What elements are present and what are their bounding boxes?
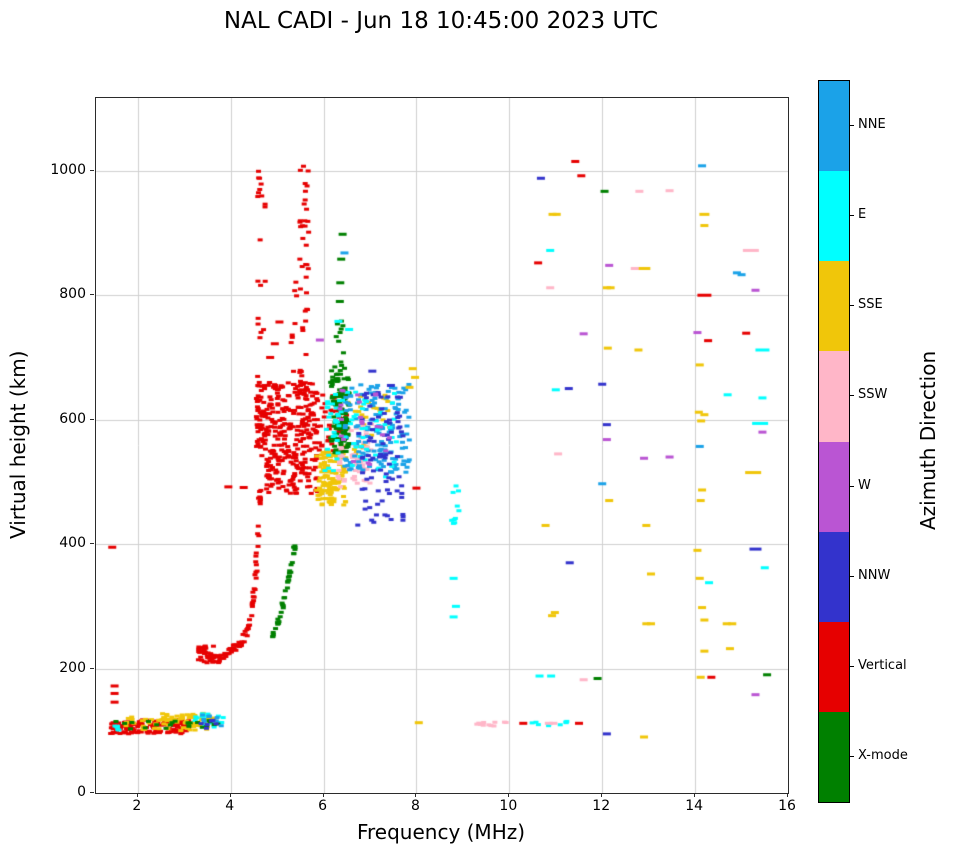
colorbar-label-e: E	[858, 207, 867, 223]
colorbar-label-w: W	[858, 477, 871, 493]
colorbar-segment-x-mode	[819, 711, 849, 802]
x-tick-mark	[508, 793, 510, 797]
colorbar-segment-vertical	[819, 621, 849, 712]
y-tick-label: 200	[59, 659, 86, 676]
x-tick-label: 8	[410, 798, 420, 814]
y-tick-label: 400	[59, 535, 86, 552]
x-tick-label: 2	[132, 798, 142, 814]
colorbar-segment-e	[819, 171, 849, 262]
x-tick-label: 6	[318, 798, 328, 814]
x-tick-label: 4	[225, 798, 235, 814]
x-tick-label: 10	[499, 798, 518, 814]
colorbar-tick	[850, 485, 854, 487]
colorbar-tick	[850, 575, 854, 577]
x-tick-label: 12	[592, 798, 611, 814]
colorbar-tick	[850, 395, 854, 397]
x-tick-mark	[787, 793, 788, 797]
y-tick-mark	[90, 543, 94, 545]
y-tick-label: 600	[59, 410, 86, 427]
colorbar-label-x-mode: X-mode	[858, 747, 908, 763]
y-tick-label: 1000	[50, 161, 86, 178]
colorbar-segment-nnw	[819, 531, 849, 622]
colorbar-label-nne: NNE	[858, 117, 886, 133]
colorbar-label-nnw: NNW	[858, 567, 891, 583]
x-tick-mark	[601, 793, 603, 797]
x-tick-mark	[322, 793, 324, 797]
colorbar-segment-sse	[819, 261, 849, 352]
y-axis-label: Virtual height (km)	[6, 350, 30, 539]
colorbar-segment-nne	[819, 81, 849, 172]
x-tick-label: 16	[778, 798, 796, 814]
colorbar-tick	[850, 215, 854, 217]
x-tick-mark	[229, 793, 231, 797]
colorbar-tick	[850, 665, 854, 667]
chart-title: NAL CADI - Jun 18 10:45:00 2023 UTC	[223, 8, 659, 34]
y-tick-label: 800	[59, 286, 86, 303]
colorbar	[818, 80, 850, 803]
colorbar-label-sse: SSE	[858, 297, 883, 313]
x-tick-mark	[694, 793, 696, 797]
y-tick-mark	[90, 418, 94, 420]
x-axis-label: Frequency (MHz)	[356, 820, 526, 844]
x-tick-mark	[136, 793, 138, 797]
colorbar-segment-ssw	[819, 351, 849, 442]
colorbar-label-ssw: SSW	[858, 387, 888, 403]
colorbar-tick	[850, 755, 854, 757]
colorbar-tick	[850, 125, 854, 127]
colorbar-segment-w	[819, 441, 849, 532]
y-tick-mark	[90, 294, 94, 296]
y-tick-mark	[90, 792, 94, 793]
colorbar-title: Azimuth Direction	[916, 350, 940, 531]
x-tick-label: 14	[685, 798, 704, 814]
y-tick-mark	[90, 667, 94, 669]
x-tick-mark	[415, 793, 417, 797]
colorbar-tick	[850, 305, 854, 307]
scatter-canvas	[96, 98, 788, 793]
y-tick-label: 0	[77, 784, 86, 800]
colorbar-label-vertical: Vertical	[858, 657, 907, 673]
plot-area	[95, 97, 789, 794]
y-tick-mark	[90, 169, 94, 171]
